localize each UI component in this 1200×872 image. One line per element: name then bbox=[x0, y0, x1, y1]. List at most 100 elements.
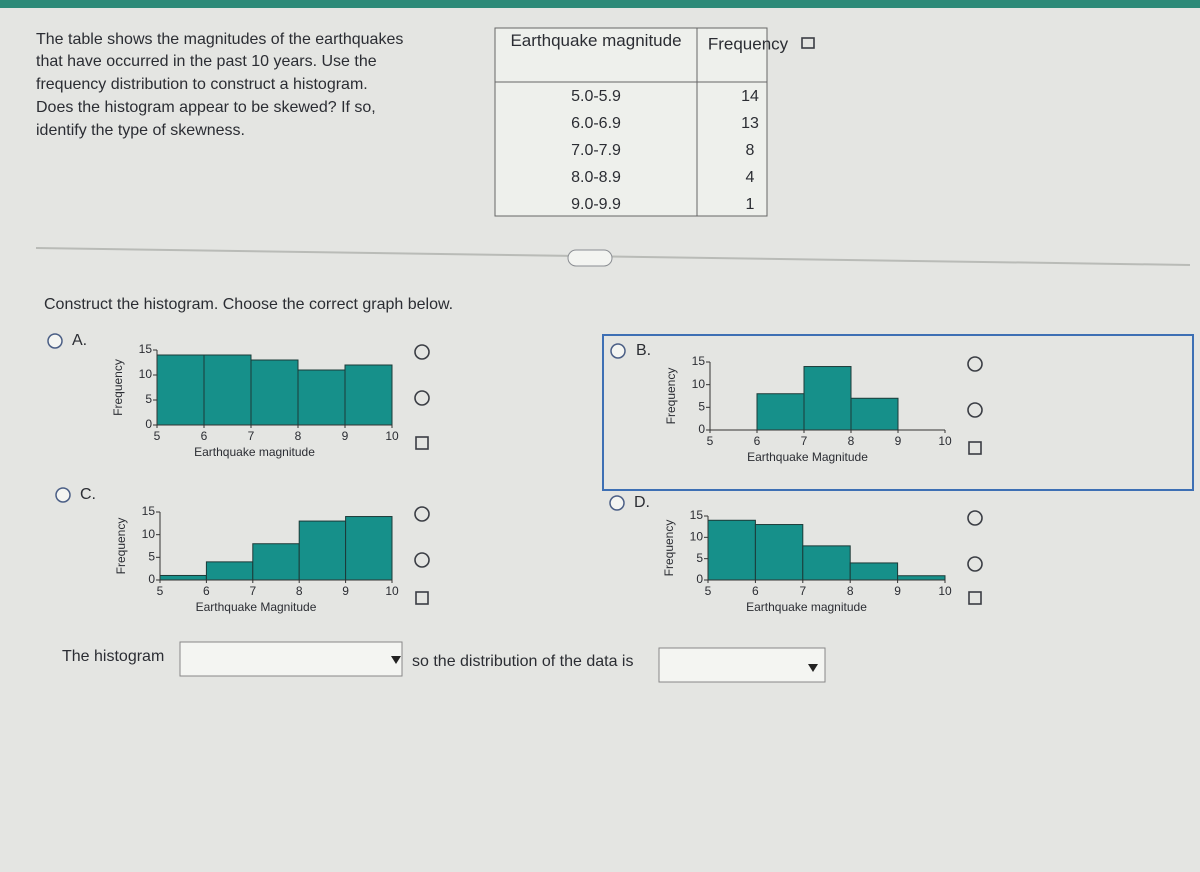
expand-button[interactable] bbox=[567, 249, 613, 267]
y-tick-label: 5 bbox=[145, 392, 152, 406]
histogram-bar bbox=[298, 520, 347, 581]
open-icon[interactable] bbox=[968, 441, 982, 455]
y-axis-label: Frequency bbox=[114, 518, 128, 575]
radio-button[interactable] bbox=[610, 343, 626, 359]
table-header: Earthquake magnitude bbox=[510, 31, 682, 50]
histogram-bar bbox=[344, 364, 393, 426]
histogram-bar bbox=[849, 562, 899, 581]
y-tick-label: 10 bbox=[690, 530, 704, 544]
x-tick-label: 8 bbox=[296, 584, 303, 598]
table-cell: 8 bbox=[746, 142, 755, 159]
selected-option-frame bbox=[602, 334, 1194, 491]
histogram-bar bbox=[707, 519, 756, 581]
open-icon[interactable] bbox=[415, 436, 429, 450]
histogram-bar bbox=[756, 393, 805, 431]
question-line: identify the type of skewness. bbox=[36, 122, 245, 139]
y-axis-label: Frequency bbox=[662, 520, 676, 577]
y-tick-label: 0 bbox=[148, 572, 155, 586]
x-tick-label: 10 bbox=[385, 429, 399, 443]
y-tick-label: 10 bbox=[692, 377, 706, 391]
histogram-bar bbox=[754, 524, 804, 581]
question-line: frequency distribution to construct a hi… bbox=[36, 76, 368, 93]
radio-button[interactable] bbox=[609, 495, 625, 511]
histogram-bar bbox=[252, 543, 300, 581]
x-tick-label: 5 bbox=[707, 434, 714, 448]
zoom-in-icon[interactable] bbox=[967, 510, 983, 526]
x-tick-label: 9 bbox=[894, 584, 901, 598]
dropdown[interactable] bbox=[179, 641, 403, 677]
table-cell: 5.0-5.9 bbox=[571, 88, 621, 105]
table-cell: 13 bbox=[741, 115, 759, 132]
open-icon[interactable] bbox=[968, 591, 982, 605]
x-axis-label: Earthquake magnitude bbox=[746, 600, 867, 614]
y-axis-label: Frequency bbox=[664, 368, 678, 425]
table-frame bbox=[494, 27, 768, 217]
zoom-in-icon[interactable] bbox=[967, 356, 983, 372]
y-tick-label: 0 bbox=[698, 422, 705, 436]
x-tick-label: 8 bbox=[847, 584, 854, 598]
x-tick-label: 8 bbox=[295, 429, 302, 443]
y-tick-label: 5 bbox=[148, 550, 155, 564]
top-bar bbox=[0, 0, 1200, 8]
histogram-bar bbox=[850, 397, 899, 431]
dropdown-arrow bbox=[391, 656, 401, 664]
x-tick-label: 5 bbox=[705, 584, 712, 598]
zoom-in-icon[interactable] bbox=[414, 344, 430, 360]
x-tick-label: 9 bbox=[342, 584, 349, 598]
y-tick-label: 15 bbox=[690, 508, 704, 522]
x-tick-label: 7 bbox=[248, 429, 255, 443]
zoom-out-icon[interactable] bbox=[967, 556, 983, 572]
histogram-bar bbox=[345, 516, 393, 581]
answer-text: The histogram bbox=[62, 648, 164, 665]
option-label: D. bbox=[634, 494, 650, 511]
x-tick-label: 9 bbox=[895, 434, 902, 448]
histogram-bar bbox=[159, 574, 207, 581]
y-tick-label: 10 bbox=[142, 527, 156, 541]
x-tick-label: 6 bbox=[203, 584, 210, 598]
table-cell: 8.0-8.9 bbox=[571, 169, 621, 186]
option-label: B. bbox=[636, 342, 651, 359]
x-axis-label: Earthquake magnitude bbox=[194, 445, 315, 459]
y-tick-label: 10 bbox=[139, 367, 153, 381]
question-line: that have occurred in the past 10 years.… bbox=[36, 53, 377, 70]
table-cell: 6.0-6.9 bbox=[571, 115, 621, 132]
zoom-out-icon[interactable] bbox=[414, 390, 430, 406]
histogram-bar bbox=[250, 359, 299, 426]
copy-icon[interactable] bbox=[801, 37, 815, 49]
table-cell: 14 bbox=[741, 88, 759, 105]
dropdown-arrow bbox=[808, 664, 818, 672]
histogram-bar bbox=[897, 575, 946, 581]
x-tick-label: 7 bbox=[799, 584, 806, 598]
x-tick-label: 10 bbox=[938, 434, 952, 448]
data-table: Earthquake magnitude Frequency bbox=[494, 27, 815, 217]
question-line: The table shows the magnitudes of the ea… bbox=[36, 31, 403, 48]
radio-button[interactable] bbox=[47, 333, 63, 349]
option-label: C. bbox=[80, 486, 96, 503]
x-axis-label: Earthquake Magnitude bbox=[196, 600, 317, 614]
y-axis-label: Frequency bbox=[111, 359, 125, 416]
radio-button[interactable] bbox=[55, 487, 71, 503]
zoom-out-icon[interactable] bbox=[967, 402, 983, 418]
y-tick-label: 15 bbox=[139, 342, 153, 356]
table-header: Frequency bbox=[708, 34, 789, 53]
option-label: A. bbox=[72, 332, 87, 349]
separator bbox=[35, 247, 1191, 266]
table-cell: 1 bbox=[746, 196, 755, 213]
zoom-out-icon[interactable] bbox=[414, 552, 430, 568]
open-icon[interactable] bbox=[415, 591, 429, 605]
histogram-bar bbox=[205, 561, 254, 581]
dropdown[interactable] bbox=[658, 647, 826, 683]
table-cell: 9.0-9.9 bbox=[571, 196, 621, 213]
x-tick-label: 5 bbox=[154, 429, 161, 443]
y-tick-label: 15 bbox=[142, 504, 156, 518]
zoom-in-icon[interactable] bbox=[414, 506, 430, 522]
y-tick-label: 0 bbox=[696, 572, 703, 586]
y-tick-label: 5 bbox=[696, 551, 703, 565]
histogram-bar bbox=[803, 366, 852, 431]
histogram-bar bbox=[203, 354, 252, 426]
x-tick-label: 8 bbox=[848, 434, 855, 448]
table-cell: 4 bbox=[746, 169, 755, 186]
question-line: Does the histogram appear to be skewed? … bbox=[36, 99, 376, 116]
x-tick-label: 9 bbox=[342, 429, 349, 443]
